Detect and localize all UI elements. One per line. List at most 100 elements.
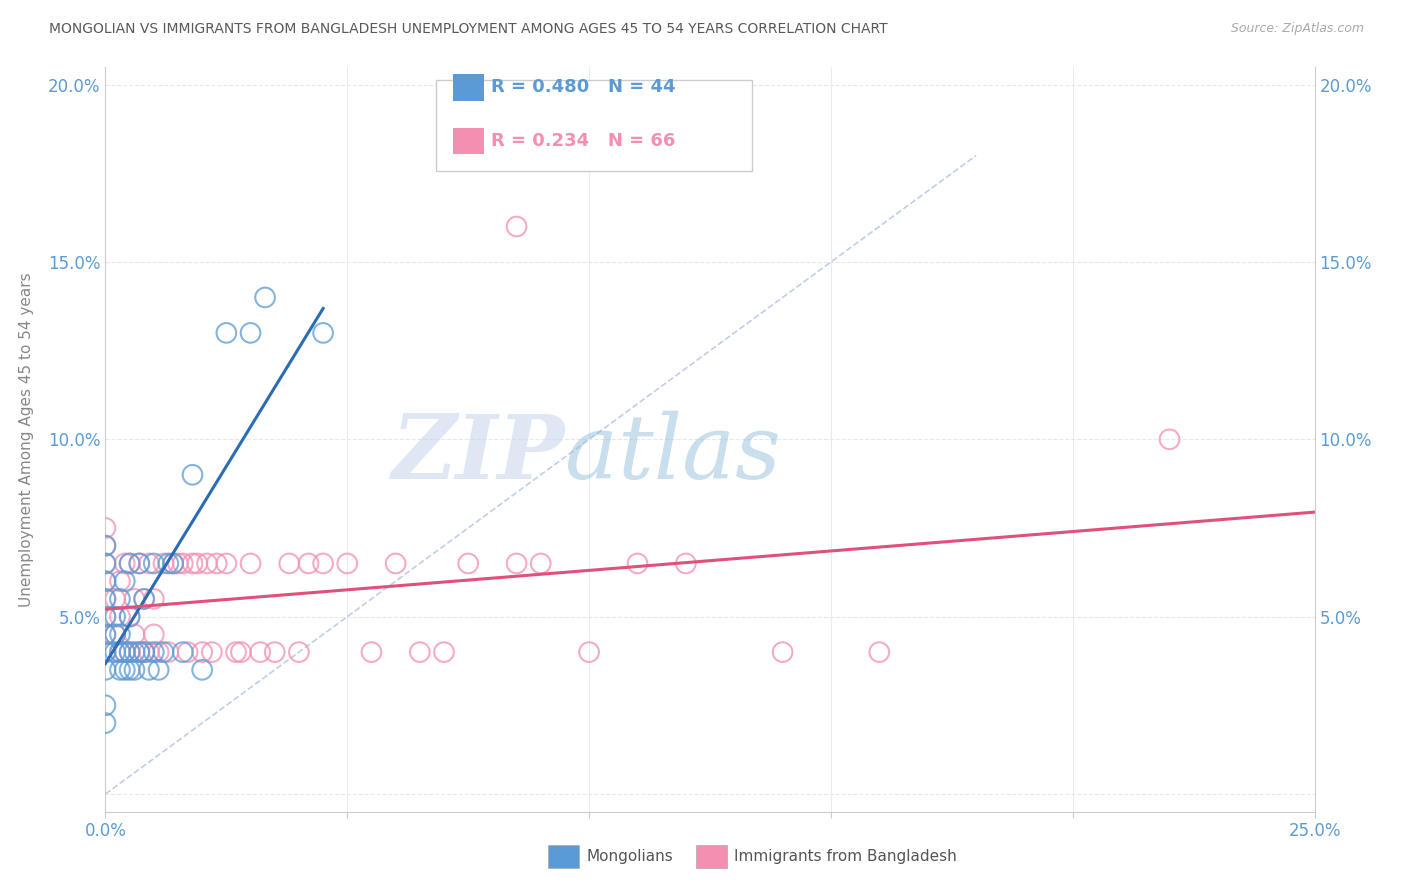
Y-axis label: Unemployment Among Ages 45 to 54 years: Unemployment Among Ages 45 to 54 years (20, 272, 34, 607)
Point (128, 645, 150, 659)
Point (104, 591, 127, 606)
Point (505, 557, 527, 571)
Point (148, 663, 170, 677)
Point (152, 645, 174, 659)
Point (263, 645, 285, 659)
Point (94, 574, 117, 589)
Point (94, 539, 117, 553)
Point (138, 663, 160, 677)
Point (134, 645, 156, 659)
Point (128, 557, 150, 571)
Point (108, 609, 131, 624)
Point (108, 645, 131, 659)
Point (128, 557, 150, 571)
Point (195, 557, 218, 571)
Point (297, 557, 319, 571)
Point (186, 557, 208, 571)
Point (457, 557, 479, 571)
Point (94, 609, 117, 624)
Point (409, 645, 432, 659)
Text: Mongolians: Mongolians (586, 849, 673, 863)
Point (108, 574, 131, 589)
Point (118, 609, 141, 624)
Point (1159, 432, 1181, 446)
Point (94, 521, 117, 535)
Point (94, 557, 117, 571)
Point (162, 557, 184, 571)
Point (868, 645, 890, 659)
Text: Immigrants from Bangladesh: Immigrants from Bangladesh (734, 849, 956, 863)
Point (312, 557, 335, 571)
Point (94, 698, 117, 713)
Point (172, 557, 194, 571)
Point (142, 591, 165, 606)
Point (191, 663, 214, 677)
Point (134, 591, 156, 606)
Point (167, 557, 190, 571)
Point (225, 645, 247, 659)
Point (118, 609, 141, 624)
Point (288, 645, 311, 659)
Point (114, 574, 136, 589)
Point (104, 609, 127, 624)
Point (215, 557, 238, 571)
Text: R = 0.234   N = 66: R = 0.234 N = 66 (491, 132, 675, 150)
Point (94, 574, 117, 589)
Point (433, 645, 456, 659)
Point (114, 645, 136, 659)
Point (772, 645, 794, 659)
Point (239, 557, 262, 571)
Point (191, 645, 214, 659)
Point (124, 627, 146, 641)
Point (124, 663, 146, 677)
Point (94, 645, 117, 659)
Point (108, 663, 131, 677)
Point (142, 645, 165, 659)
Point (94, 716, 117, 731)
Point (118, 663, 141, 677)
Point (94, 627, 117, 641)
Point (94, 539, 117, 553)
Point (134, 645, 156, 659)
Point (108, 645, 131, 659)
Point (578, 645, 600, 659)
Point (94, 557, 117, 571)
Point (336, 557, 359, 571)
Point (94, 663, 117, 677)
Point (104, 645, 127, 659)
Point (94, 645, 117, 659)
Point (626, 557, 648, 571)
Point (157, 645, 180, 659)
Point (157, 557, 180, 571)
Point (124, 645, 146, 659)
Point (138, 557, 160, 571)
Point (254, 290, 277, 304)
Point (118, 645, 141, 659)
Text: MONGOLIAN VS IMMIGRANTS FROM BANGLADESH UNEMPLOYMENT AMONG AGES 45 TO 54 YEARS C: MONGOLIAN VS IMMIGRANTS FROM BANGLADESH … (49, 22, 887, 37)
Point (118, 645, 141, 659)
Point (114, 663, 136, 677)
Point (148, 645, 170, 659)
Point (176, 645, 198, 659)
Point (360, 645, 382, 659)
Point (530, 557, 553, 571)
Point (172, 645, 194, 659)
Point (94, 609, 117, 624)
Point (239, 326, 262, 340)
Point (104, 627, 127, 641)
Point (108, 627, 131, 641)
Point (278, 557, 301, 571)
Point (384, 557, 406, 571)
Point (142, 557, 165, 571)
Point (215, 326, 238, 340)
Point (94, 591, 117, 606)
Point (124, 591, 146, 606)
Text: R = 0.480   N = 44: R = 0.480 N = 44 (491, 78, 675, 96)
Point (505, 219, 527, 234)
Point (104, 627, 127, 641)
Point (108, 591, 131, 606)
Point (138, 645, 160, 659)
Point (94, 627, 117, 641)
Point (312, 326, 335, 340)
Point (181, 557, 204, 571)
